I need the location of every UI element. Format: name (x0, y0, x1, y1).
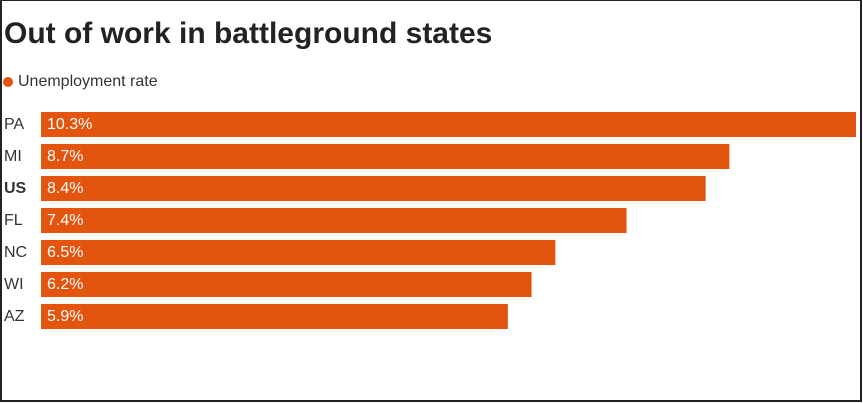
bar (41, 272, 532, 297)
value-label: 8.4% (47, 180, 83, 197)
legend-marker (3, 77, 13, 87)
legend-label: Unemployment rate (18, 73, 158, 90)
category-label: MI (4, 148, 22, 165)
value-label: 6.2% (47, 276, 83, 293)
category-label: WI (4, 276, 24, 293)
value-label: 6.5% (47, 244, 83, 261)
bar (41, 144, 730, 169)
value-label: 7.4% (47, 212, 83, 229)
category-label: NC (4, 244, 27, 261)
bar (41, 240, 556, 265)
category-label: PA (4, 116, 24, 133)
value-label: 5.9% (47, 308, 83, 325)
value-label: 10.3% (47, 116, 92, 133)
category-label: AZ (4, 308, 25, 325)
bar (41, 304, 508, 329)
bar (41, 176, 706, 201)
chart-title: Out of work in battleground states (4, 17, 492, 50)
value-label: 8.7% (47, 148, 83, 165)
category-label: US (4, 180, 27, 197)
category-label: FL (4, 212, 23, 229)
bar (41, 112, 856, 137)
bar (41, 208, 627, 233)
